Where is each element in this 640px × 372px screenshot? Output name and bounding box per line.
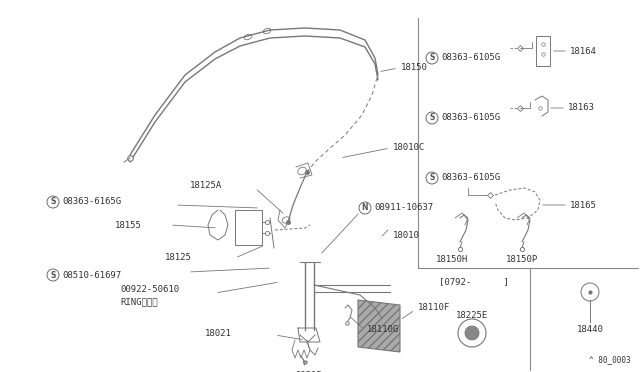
Text: S: S [429,173,435,183]
Text: [0792-      ]: [0792- ] [439,278,509,286]
Text: 18155: 18155 [115,221,142,230]
Circle shape [465,326,479,340]
Text: 18021: 18021 [205,328,232,337]
Text: 18125A: 18125A [190,180,222,189]
Text: 00922-50610: 00922-50610 [120,285,179,295]
Text: 08911-10637: 08911-10637 [374,203,433,212]
Text: RINGリング: RINGリング [120,298,157,307]
Text: 18010C: 18010C [393,144,425,153]
Text: 18150H: 18150H [436,256,468,264]
Text: 18165: 18165 [570,201,597,209]
Text: 18125: 18125 [165,253,192,263]
Text: 18010: 18010 [393,231,420,240]
Text: 08510-61697: 08510-61697 [62,270,121,279]
Text: 08363-6105G: 08363-6105G [441,173,500,183]
Text: S: S [429,113,435,122]
Text: 18110G: 18110G [367,326,399,334]
Circle shape [458,319,486,347]
Text: S: S [51,198,56,206]
Text: 08363-6105G: 08363-6105G [441,54,500,62]
Polygon shape [358,300,400,352]
Text: S: S [51,270,56,279]
Text: ^ 80_0003: ^ 80_0003 [589,356,631,365]
Text: 08363-6165G: 08363-6165G [62,198,121,206]
Text: 18163: 18163 [568,103,595,112]
Text: 18164: 18164 [570,46,597,55]
Text: 18150: 18150 [401,64,428,73]
Text: 18225E: 18225E [456,311,488,320]
Text: 18150P: 18150P [506,256,538,264]
Text: 18440: 18440 [577,326,604,334]
Text: 19215: 19215 [296,371,323,372]
Text: 18110F: 18110F [418,304,451,312]
Text: N: N [362,203,368,212]
Text: S: S [429,54,435,62]
Text: 08363-6105G: 08363-6105G [441,113,500,122]
